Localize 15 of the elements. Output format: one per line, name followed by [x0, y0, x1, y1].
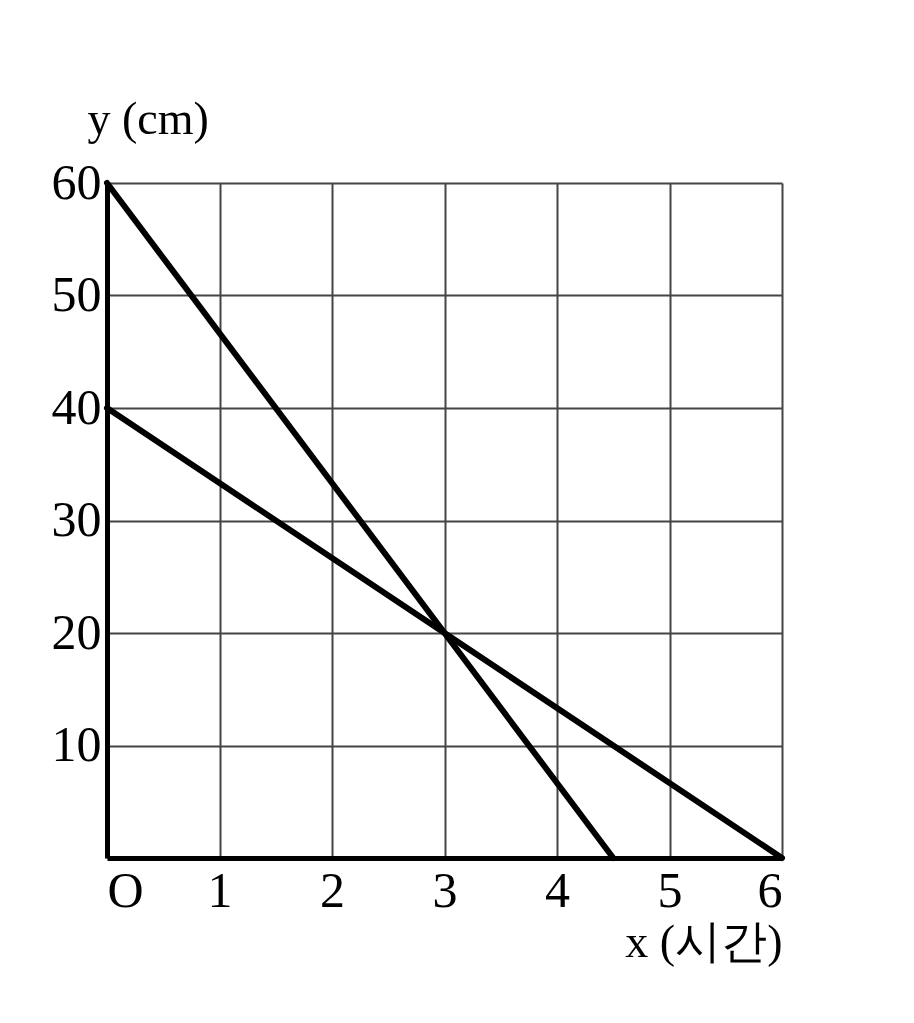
y-axis-title: y (cm)	[87, 92, 209, 144]
y-tick-label: 10	[51, 716, 102, 772]
y-tick-label: 20	[51, 603, 102, 660]
x-tick-label: 2	[320, 861, 345, 918]
x-tick-label: O	[107, 861, 144, 918]
x-tick-label: 1	[207, 861, 233, 918]
x-tick-label: 4	[545, 861, 570, 918]
x-tick-label: 6	[757, 861, 783, 918]
y-tick-label: 30	[51, 491, 102, 547]
x-tick-label: 5	[657, 861, 683, 918]
y-tick-label: 60	[51, 153, 102, 210]
x-axis-title: x (시간)	[625, 915, 783, 967]
x-tick-label: 3	[432, 861, 458, 918]
y-tick-label: 40	[51, 378, 102, 435]
y-tick-label: 50	[51, 266, 102, 322]
